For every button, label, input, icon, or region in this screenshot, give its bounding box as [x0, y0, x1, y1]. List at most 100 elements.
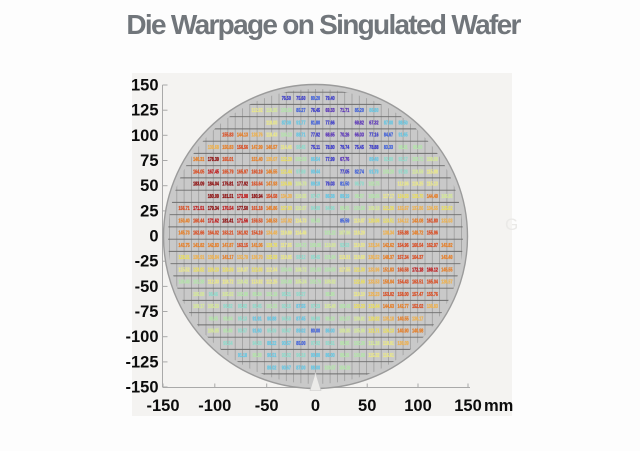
svg-text:105.24: 105.24	[295, 280, 306, 286]
svg-text:89.02: 89.02	[267, 365, 276, 371]
svg-text:86.00: 86.00	[326, 353, 335, 359]
svg-text:106.70: 106.70	[295, 182, 306, 188]
svg-text:180.94: 180.94	[252, 194, 263, 200]
svg-text:132.79: 132.79	[237, 255, 248, 261]
svg-text:164.05: 164.05	[193, 169, 204, 175]
svg-text:134.48: 134.48	[266, 231, 277, 237]
svg-text:99.96: 99.96	[326, 292, 335, 298]
svg-text:102.69: 102.69	[295, 157, 306, 163]
svg-text:71.71: 71.71	[340, 108, 349, 114]
svg-text:125.62: 125.62	[441, 206, 452, 212]
svg-text:103.71: 103.71	[412, 157, 423, 163]
svg-text:130.52: 130.52	[368, 255, 379, 261]
svg-text:69.33: 69.33	[326, 108, 335, 114]
svg-text:170.54: 170.54	[222, 206, 233, 212]
svg-text:153.02: 153.02	[383, 292, 394, 298]
svg-text:85.20: 85.20	[355, 108, 364, 114]
svg-text:92.53: 92.53	[340, 243, 349, 249]
svg-text:179.34: 179.34	[208, 206, 219, 212]
svg-text:138.76: 138.76	[252, 133, 263, 139]
svg-text:112.25: 112.25	[266, 280, 277, 286]
svg-text:133.96: 133.96	[368, 267, 379, 273]
svg-text:90.88: 90.88	[267, 316, 276, 322]
svg-text:163.51: 163.51	[412, 280, 423, 286]
svg-text:0: 0	[149, 228, 158, 246]
svg-text:121.44: 121.44	[281, 169, 292, 175]
svg-text:109.69: 109.69	[427, 157, 438, 163]
svg-text:88.50: 88.50	[399, 120, 408, 126]
svg-text:102.79: 102.79	[310, 280, 321, 286]
svg-text:176.81: 176.81	[222, 182, 233, 188]
svg-text:125.53: 125.53	[266, 255, 277, 261]
svg-text:122.00: 122.00	[252, 267, 263, 273]
svg-text:110.87: 110.87	[295, 206, 306, 212]
svg-text:101.18: 101.18	[266, 292, 277, 298]
svg-text:-25: -25	[135, 253, 159, 271]
svg-text:115.32: 115.32	[368, 353, 379, 359]
svg-text:138.34: 138.34	[383, 231, 394, 237]
svg-text:117.65: 117.65	[281, 243, 292, 249]
svg-text:77.92: 77.92	[311, 133, 320, 139]
svg-text:86.80: 86.80	[369, 108, 378, 114]
svg-text:77.16: 77.16	[369, 133, 378, 139]
svg-text:97.47: 97.47	[311, 194, 320, 200]
svg-text:163.21: 163.21	[222, 231, 233, 237]
svg-text:140.55: 140.55	[398, 316, 409, 322]
svg-text:148.53: 148.53	[266, 218, 277, 224]
svg-text:78.80: 78.80	[326, 145, 335, 151]
svg-text:147.93: 147.93	[266, 182, 277, 188]
svg-text:113.92: 113.92	[252, 280, 263, 286]
svg-text:164.37: 164.37	[412, 255, 423, 261]
svg-text:119.89: 119.89	[281, 231, 292, 237]
svg-text:161.80: 161.80	[427, 218, 438, 224]
svg-text:100.56: 100.56	[281, 108, 292, 114]
svg-text:90.44: 90.44	[311, 169, 320, 175]
svg-text:119.25: 119.25	[412, 182, 423, 188]
svg-text:103.08: 103.08	[281, 280, 292, 286]
svg-text:162.97: 162.97	[427, 243, 438, 249]
svg-text:144.63: 144.63	[383, 304, 394, 310]
svg-text:131.34: 131.34	[368, 243, 379, 249]
svg-text:84.67: 84.67	[384, 133, 393, 139]
svg-text:96.46: 96.46	[209, 292, 218, 298]
svg-text:91.65: 91.65	[399, 133, 408, 139]
svg-text:163.64: 163.64	[252, 182, 263, 188]
svg-text:165.01: 165.01	[222, 157, 233, 163]
svg-text:75.60: 75.60	[296, 96, 305, 102]
svg-text:120.06: 120.06	[368, 218, 379, 224]
svg-text:181.51: 181.51	[222, 194, 233, 200]
svg-text:79.03: 79.03	[326, 182, 335, 188]
svg-text:95.21: 95.21	[282, 292, 291, 298]
svg-text:114.46: 114.46	[295, 231, 306, 237]
svg-text:118.37: 118.37	[237, 267, 248, 273]
svg-text:163.15: 163.15	[237, 243, 248, 249]
svg-text:77.99: 77.99	[326, 157, 335, 163]
svg-text:87.00: 87.00	[384, 120, 393, 126]
svg-text:92.15: 92.15	[282, 304, 291, 310]
svg-text:-100: -100	[198, 397, 231, 415]
svg-text:75.11: 75.11	[311, 145, 320, 151]
svg-text:103.59: 103.59	[325, 267, 336, 273]
svg-text:102.75: 102.75	[368, 182, 379, 188]
svg-text:119.85: 119.85	[281, 255, 292, 261]
svg-text:-75: -75	[135, 303, 159, 321]
svg-text:180.09: 180.09	[208, 194, 219, 200]
svg-text:92.80: 92.80	[384, 157, 393, 163]
svg-text:177.50: 177.50	[237, 206, 248, 212]
svg-text:165.97: 165.97	[237, 169, 248, 175]
svg-text:122.66: 122.66	[354, 280, 365, 286]
svg-text:89.40: 89.40	[369, 157, 378, 163]
svg-text:87.00: 87.00	[296, 365, 305, 371]
svg-text:144.13: 144.13	[237, 133, 248, 139]
svg-text:147.87: 147.87	[222, 243, 233, 249]
svg-text:93.45: 93.45	[253, 304, 262, 310]
svg-text:85.00: 85.00	[296, 341, 305, 347]
svg-text:155.76: 155.76	[427, 292, 438, 298]
svg-text:120.39: 120.39	[222, 267, 233, 273]
svg-text:90.57: 90.57	[282, 341, 291, 347]
svg-text:115.52: 115.52	[179, 267, 190, 273]
svg-text:172.18: 172.18	[412, 267, 423, 273]
svg-text:110.42: 110.42	[237, 280, 248, 286]
svg-text:77.66: 77.66	[326, 120, 335, 126]
svg-text:142.62: 142.62	[383, 243, 394, 249]
